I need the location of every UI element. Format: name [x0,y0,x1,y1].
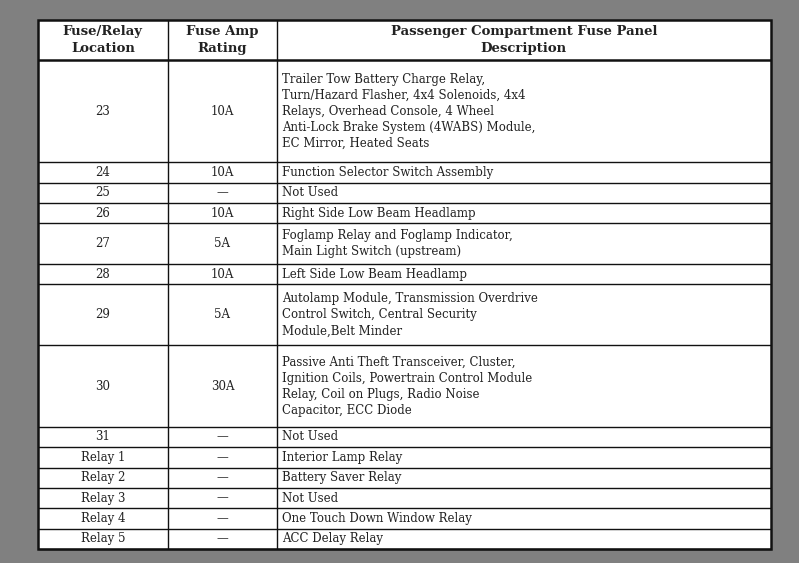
Text: Passive Anti Theft Transceiver, Cluster,
Ignition Coils, Powertrain Control Modu: Passive Anti Theft Transceiver, Cluster,… [282,356,532,417]
Text: —: — [217,451,229,464]
Text: 31: 31 [95,431,110,444]
Text: Not Used: Not Used [282,186,339,199]
Text: Autolamp Module, Transmission Overdrive
Control Switch, Central Security
Module,: Autolamp Module, Transmission Overdrive … [282,292,539,337]
Text: Passenger Compartment Fuse Panel
Description: Passenger Compartment Fuse Panel Descrip… [391,25,657,55]
Text: 30A: 30A [211,379,234,392]
Text: ACC Delay Relay: ACC Delay Relay [282,532,384,545]
Text: Not Used: Not Used [282,431,339,444]
Text: —: — [217,532,229,545]
Text: 5A: 5A [214,237,230,250]
Text: —: — [217,512,229,525]
Text: 5A: 5A [214,309,230,321]
Text: 26: 26 [95,207,110,220]
Text: Foglamp Relay and Foglamp Indicator,
Main Light Switch (upstream): Foglamp Relay and Foglamp Indicator, Mai… [282,229,513,258]
Text: Relay 5: Relay 5 [81,532,125,545]
Text: 10A: 10A [211,105,234,118]
Text: Fuse/Relay
Location: Fuse/Relay Location [63,25,143,55]
Text: Left Side Low Beam Headlamp: Left Side Low Beam Headlamp [282,267,467,280]
Text: Battery Saver Relay: Battery Saver Relay [282,471,402,484]
Text: 10A: 10A [211,267,234,280]
Text: 25: 25 [95,186,110,199]
Text: Relay 4: Relay 4 [81,512,125,525]
Text: 24: 24 [95,166,110,179]
Text: Interior Lamp Relay: Interior Lamp Relay [282,451,403,464]
Text: One Touch Down Window Relay: One Touch Down Window Relay [282,512,472,525]
Text: —: — [217,471,229,484]
Text: —: — [217,431,229,444]
Text: 27: 27 [95,237,110,250]
Text: Relay 2: Relay 2 [81,471,125,484]
Text: —: — [217,186,229,199]
Text: Relay 3: Relay 3 [81,491,125,504]
Text: Trailer Tow Battery Charge Relay,
Turn/Hazard Flasher, 4x4 Solenoids, 4x4
Relays: Trailer Tow Battery Charge Relay, Turn/H… [282,73,535,150]
Text: —: — [217,491,229,504]
Text: Right Side Low Beam Headlamp: Right Side Low Beam Headlamp [282,207,476,220]
Text: 30: 30 [95,379,110,392]
Text: Not Used: Not Used [282,491,339,504]
Text: Function Selector Switch Assembly: Function Selector Switch Assembly [282,166,494,179]
Text: Fuse Amp
Rating: Fuse Amp Rating [186,25,259,55]
Text: 10A: 10A [211,207,234,220]
Text: 10A: 10A [211,166,234,179]
Text: 28: 28 [95,267,110,280]
Text: 23: 23 [95,105,110,118]
Text: 29: 29 [95,309,110,321]
Text: Relay 1: Relay 1 [81,451,125,464]
